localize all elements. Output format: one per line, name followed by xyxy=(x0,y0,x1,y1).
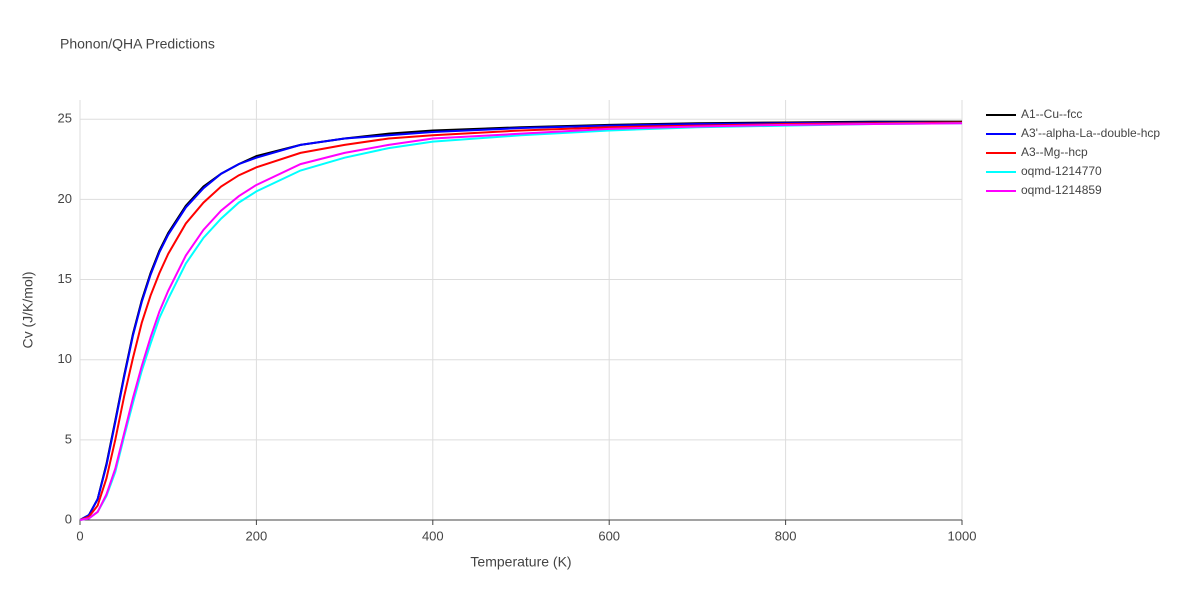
legend-label: A1--Cu--fcc xyxy=(1021,107,1082,121)
x-axis-label: Temperature (K) xyxy=(470,554,571,570)
y-axis-label: Cv (J/K/mol) xyxy=(20,272,36,349)
legend-label: A3'--alpha-La--double-hcp xyxy=(1021,126,1160,140)
y-tick-label: 5 xyxy=(65,431,72,446)
y-tick-label: 0 xyxy=(65,511,72,526)
x-tick-label: 400 xyxy=(422,528,444,543)
x-tick-label: 1000 xyxy=(948,528,977,543)
legend-label: oqmd-1214859 xyxy=(1021,183,1102,197)
chart-title: Phonon/QHA Predictions xyxy=(60,36,215,52)
x-tick-label: 800 xyxy=(775,528,797,543)
x-tick-label: 0 xyxy=(76,528,83,543)
y-tick-label: 20 xyxy=(58,191,72,206)
y-tick-label: 25 xyxy=(58,111,72,126)
series-line xyxy=(79,121,962,521)
series-line xyxy=(79,122,963,521)
legend-label: A3--Mg--hcp xyxy=(1021,145,1088,159)
x-tick-label: 600 xyxy=(598,528,620,543)
legend-label: oqmd-1214770 xyxy=(1021,164,1102,178)
x-tick-label: 200 xyxy=(246,528,268,543)
y-tick-label: 10 xyxy=(58,351,72,366)
y-tick-label: 15 xyxy=(58,271,72,286)
series-line xyxy=(79,122,963,521)
series-line xyxy=(79,121,963,521)
